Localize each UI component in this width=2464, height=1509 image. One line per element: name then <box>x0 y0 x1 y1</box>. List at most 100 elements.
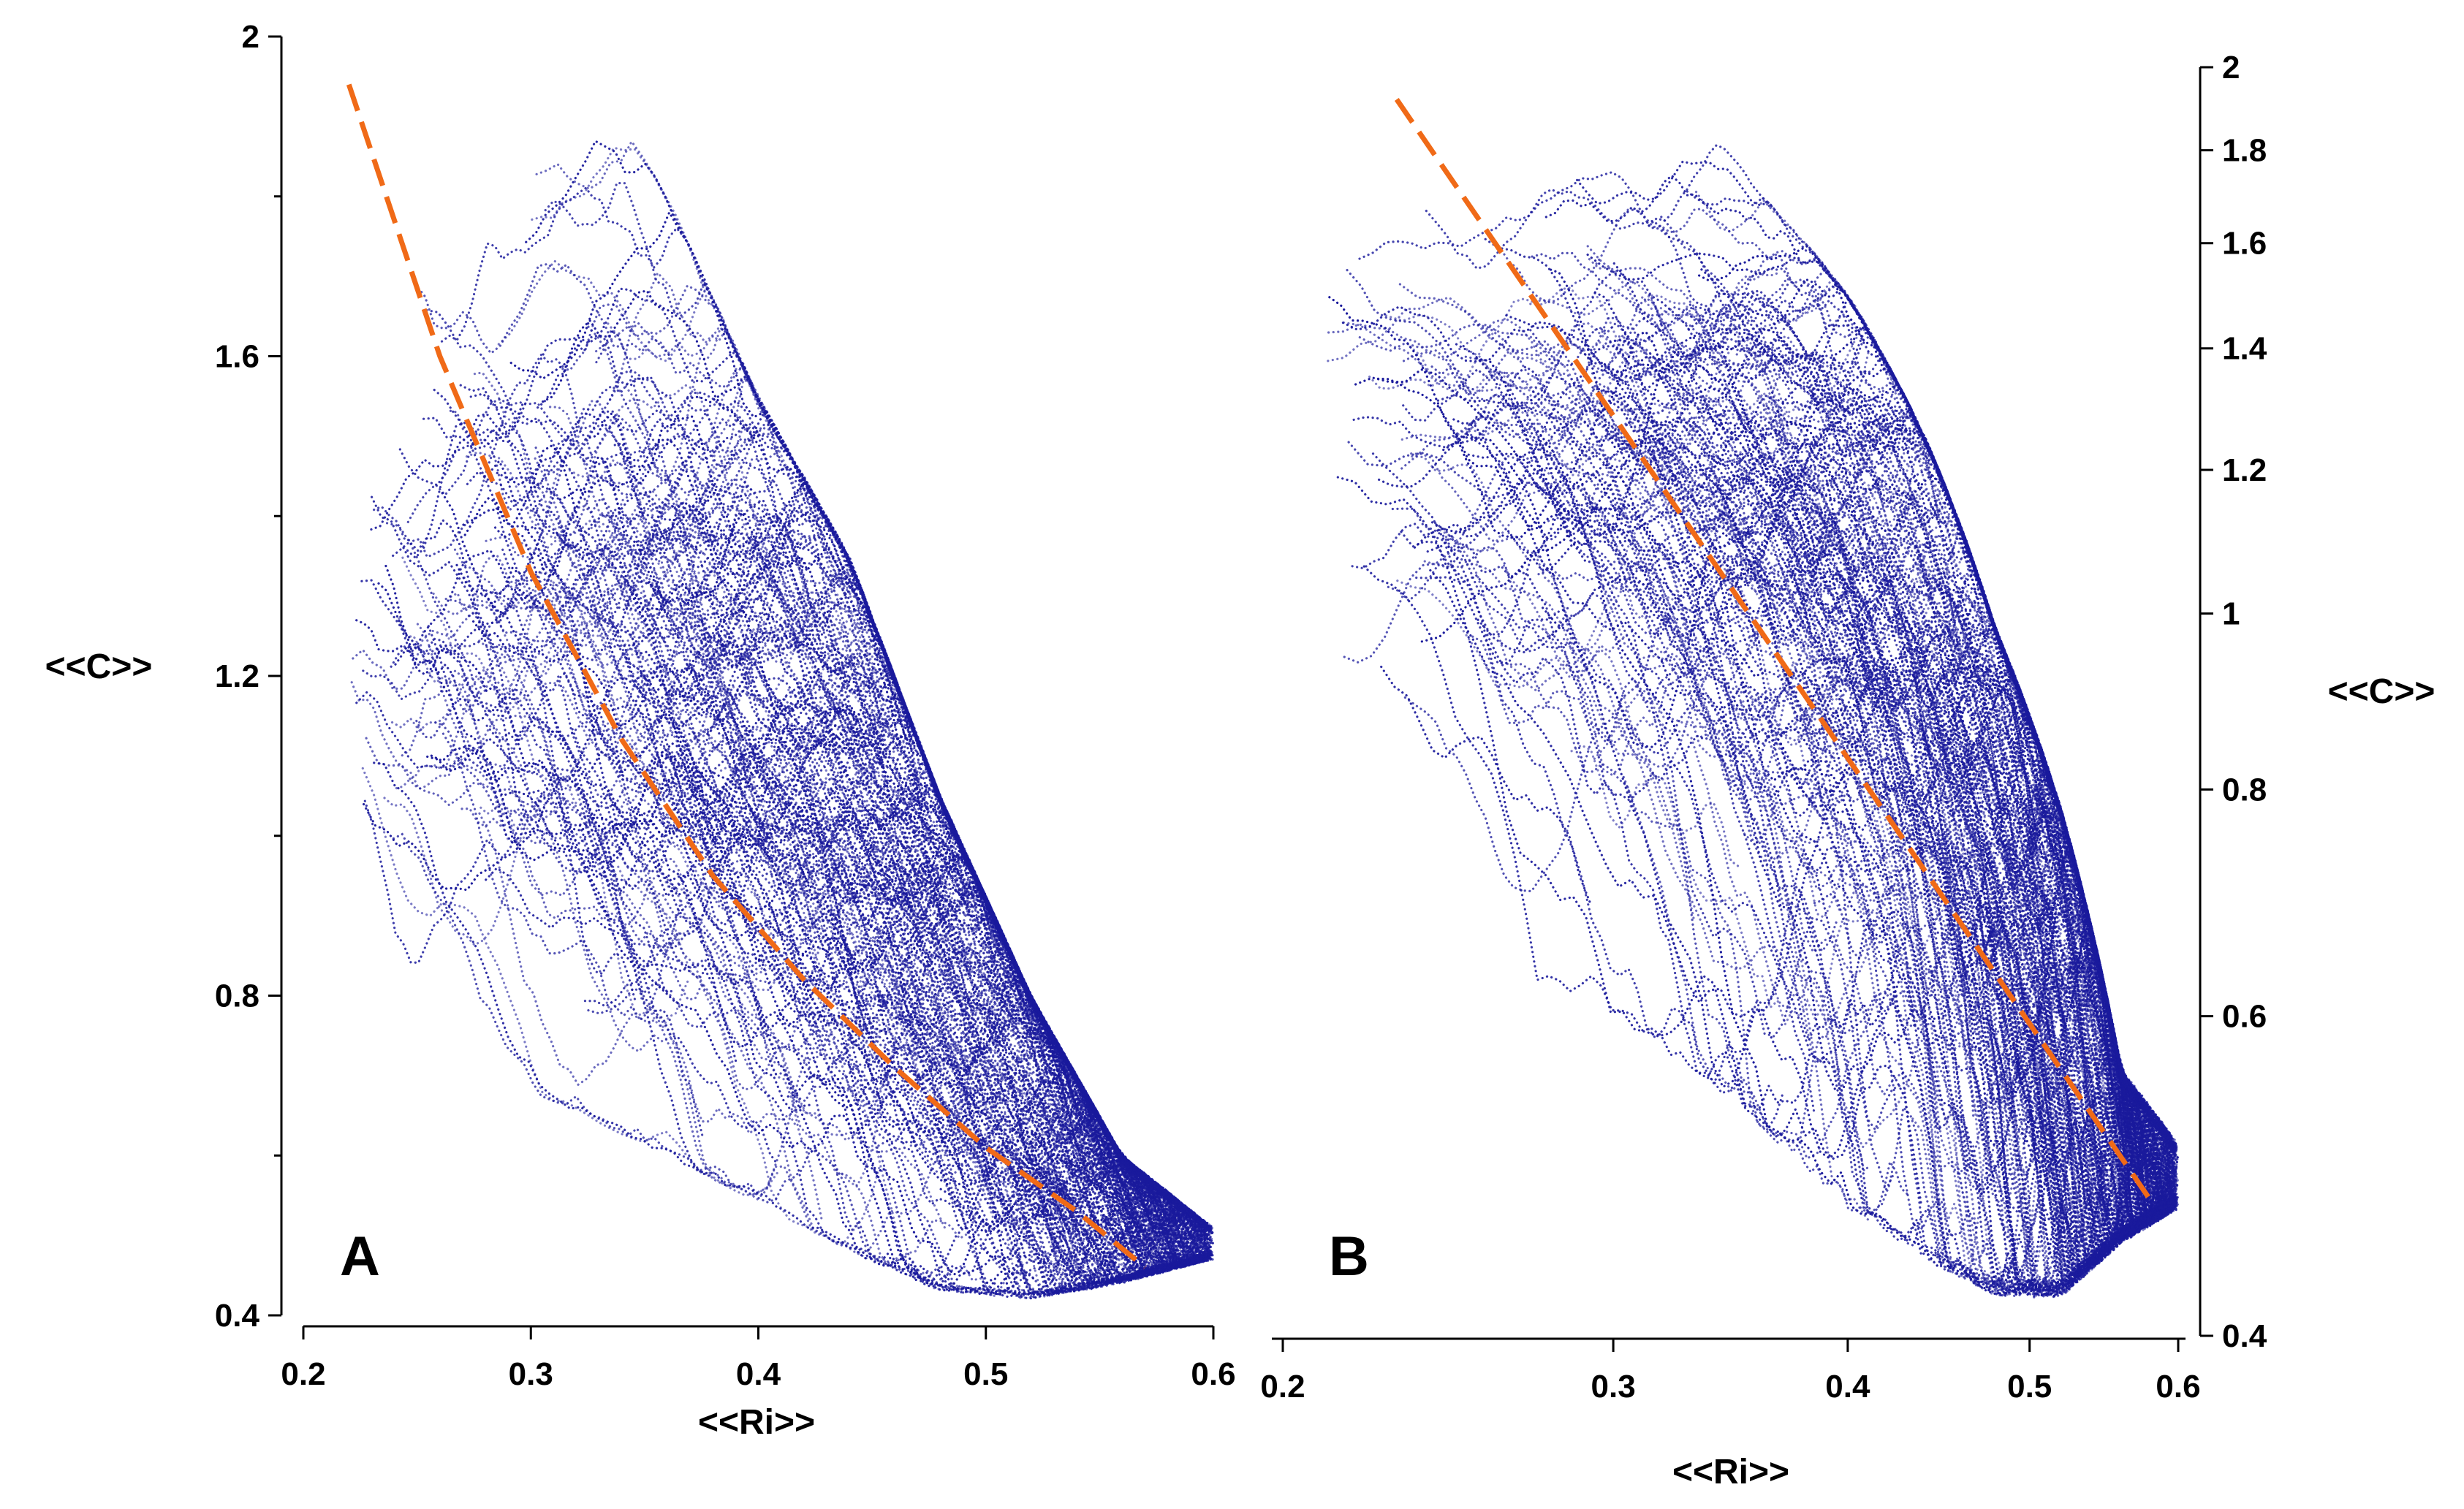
trajectory-curve <box>1686 422 1964 724</box>
trajectory-curve <box>633 503 950 1021</box>
trajectory-curve <box>1735 514 1971 829</box>
trajectory-curve <box>1884 634 2177 1282</box>
trajectory-curve <box>606 643 830 742</box>
trajectory-curve <box>1648 143 1773 227</box>
trajectory-curve <box>1378 403 1563 503</box>
trajectory-curve <box>2039 1025 2180 1275</box>
trajectory-curve <box>1380 665 1591 904</box>
trajectory-curve <box>1425 188 1915 417</box>
trajectory-curve <box>603 528 783 705</box>
trajectory-curve <box>850 826 1116 1190</box>
trajectory-curve <box>510 475 725 680</box>
trajectory-curve <box>1607 411 1945 869</box>
trajectory-curve <box>588 639 759 798</box>
trajectory-curve <box>1486 634 1831 1087</box>
trajectory-curve <box>1436 393 2152 1220</box>
trajectory-curve <box>1572 647 2107 1295</box>
trajectory-curve <box>1429 569 2131 1198</box>
trajectory-curve <box>1997 990 2176 1296</box>
trajectory-curve <box>651 615 1129 1249</box>
trajectory-curve <box>1593 688 2047 852</box>
trajectory-curve <box>1709 431 2023 734</box>
trajectory-curve <box>352 425 753 691</box>
panel-b: 0.4 0.6 0.8 1 1.2 1.4 1.6 1.8 2 0.2 0.3 0.4 0.5 0.6 <<… <box>1260 50 2435 1491</box>
trajectory-curve <box>1756 340 1946 634</box>
trajectory-curve <box>1009 1170 1210 1273</box>
trajectory-curve <box>1396 427 1994 689</box>
trajectory-curve <box>769 964 966 1223</box>
panel-a-axes <box>268 35 1215 1339</box>
trajectory-curve <box>557 675 704 1137</box>
trajectory-curve <box>1676 317 2175 1156</box>
trajectory-curve <box>2065 884 2175 1185</box>
trajectory-curve <box>1648 293 2175 1255</box>
trajectory-curve <box>495 604 637 1003</box>
trajectory-curve <box>1100 1180 1213 1229</box>
trajectory-curve <box>1387 545 1854 805</box>
trajectory-curve <box>1642 654 1974 1266</box>
trajectory-curve <box>453 502 1107 1179</box>
panel-b-trajectory-dots <box>1327 143 2180 1301</box>
trajectory-curve <box>363 754 1065 1146</box>
trajectory-curve <box>361 767 780 1197</box>
trajectory-curve <box>822 711 974 875</box>
trajectory-curve <box>1812 502 2059 1292</box>
trajectory-curve <box>1500 661 1872 1174</box>
trajectory-curve <box>1903 490 2064 821</box>
trajectory-curve <box>1982 1077 2177 1298</box>
trajectory-curve <box>1327 318 1645 471</box>
trajectory-curve <box>846 818 1159 1279</box>
trajectory-curve <box>1912 721 2177 1217</box>
trajectory-curve <box>455 563 865 824</box>
trajectory-curve <box>473 371 651 661</box>
trajectory-curve <box>1368 339 1691 392</box>
trajectory-curve <box>1989 912 2180 1149</box>
trajectory-curve <box>525 139 756 393</box>
trajectory-curve <box>635 650 1210 1230</box>
trajectory-curve <box>580 623 839 897</box>
trajectory-curve <box>1471 635 1652 764</box>
trajectory-curve <box>441 492 873 1008</box>
trajectory-curve <box>1358 171 1789 318</box>
panel-b-labels: 0.4 0.6 0.8 1 1.2 1.4 1.6 1.8 2 0.2 0.3 0.4 0.5 0.6 <<… <box>1260 50 2435 1491</box>
trajectory-curve <box>966 1089 1215 1265</box>
trajectory-curve <box>801 760 939 873</box>
x-tick-label: 0.6 <box>1191 1356 1235 1392</box>
trajectory-curve <box>720 702 1023 1023</box>
trajectory-curve <box>1608 343 2148 1110</box>
trajectory-curve <box>1015 1203 1213 1296</box>
trajectory-curve <box>1783 384 2180 1237</box>
trajectory-curve <box>1058 1117 1215 1234</box>
y-axis-label: <<C>> <box>45 647 153 686</box>
trajectory-curve <box>544 181 999 940</box>
x-axis-label: <<Ri>> <box>1672 1453 1789 1491</box>
trajectory-curve <box>601 512 910 1108</box>
trajectory-curve <box>1581 484 1942 1261</box>
y-tick-label: 1 <box>2222 596 2240 632</box>
trajectory-curve <box>1020 1160 1211 1273</box>
trajectory-curve <box>463 444 1036 1005</box>
trajectory-curve <box>1605 527 2011 832</box>
trajectory-curve <box>1438 479 1721 669</box>
trajectory-curve <box>1699 464 2025 951</box>
trajectory-curve <box>1840 822 2146 1299</box>
trajectory-curve <box>350 681 823 1221</box>
trajectory-curve <box>1889 812 2177 1287</box>
trajectory-curve <box>903 998 1208 1248</box>
trajectory-curve <box>1376 338 1786 538</box>
trajectory-curve <box>1371 452 1570 665</box>
trajectory-curve <box>723 655 1140 1252</box>
trajectory-curve <box>1009 1165 1208 1232</box>
trajectory-curve <box>1351 481 1673 703</box>
trajectory-curve <box>1911 663 2093 1049</box>
trajectory-curve <box>1634 423 2102 1001</box>
trajectory-curve <box>830 911 1208 1267</box>
trajectory-curve <box>1763 354 1961 677</box>
trajectory-curve <box>732 716 1118 1149</box>
trajectory-curve <box>1835 664 2058 863</box>
trajectory-curve <box>1819 519 2179 1177</box>
trajectory-curve <box>1475 357 1766 678</box>
trajectory-curve <box>1061 1100 1210 1267</box>
trajectory-curve <box>1354 368 2058 798</box>
trajectory-curve <box>1805 533 1987 746</box>
